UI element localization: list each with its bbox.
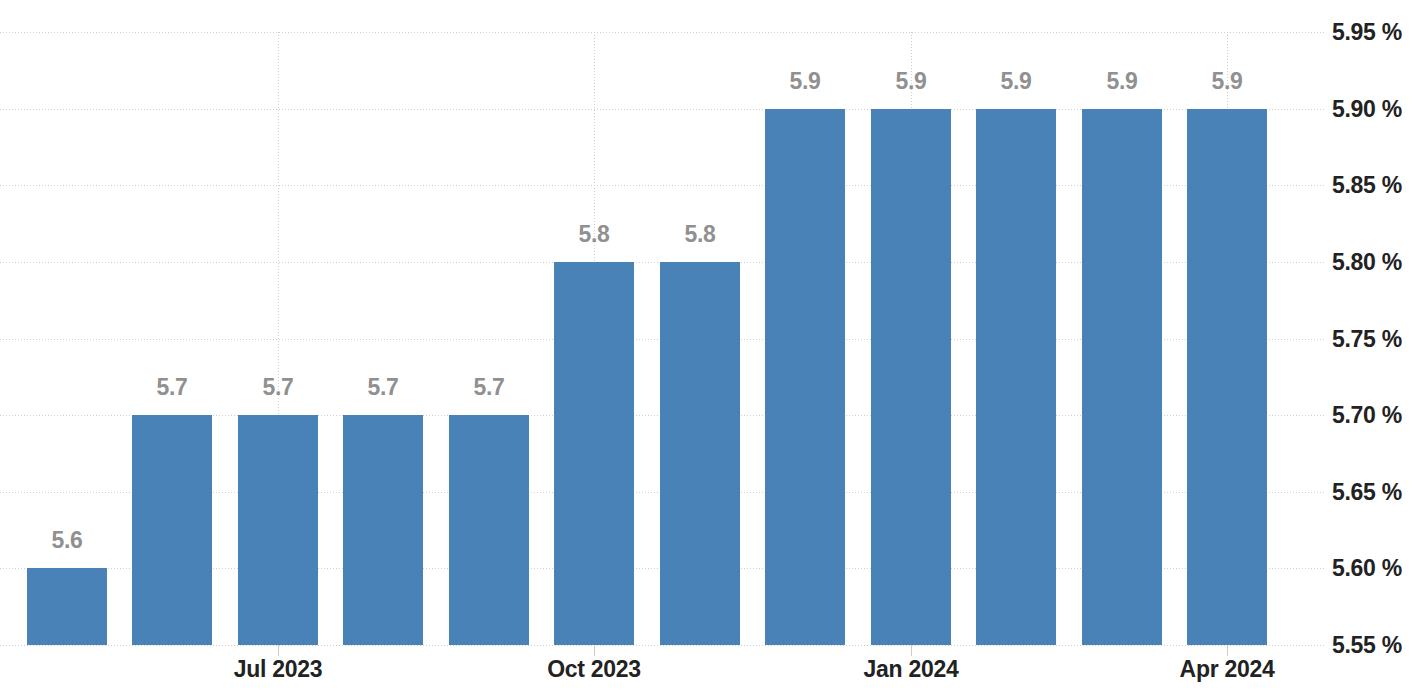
bar-value-label: 5.9: [745, 69, 865, 93]
x-axis-tick: [1227, 645, 1228, 656]
bar[interactable]: [449, 415, 529, 645]
y-axis-tick-label: 5.95 %: [1332, 19, 1402, 45]
bar[interactable]: [554, 262, 634, 645]
plot-area[interactable]: 5.95 %5.90 %5.85 %5.80 %5.75 %5.70 %5.65…: [0, 0, 1422, 700]
y-axis-tick-label: 5.65 %: [1332, 479, 1402, 505]
x-axis-tick: [911, 645, 912, 656]
h-gridline: [0, 645, 1325, 646]
bar-value-label: 5.8: [640, 222, 760, 246]
bar[interactable]: [1187, 109, 1267, 645]
bar-value-label: 5.6: [7, 528, 127, 552]
y-axis-tick-label: 5.90 %: [1332, 96, 1402, 122]
bar-chart: 5.95 %5.90 %5.85 %5.80 %5.75 %5.70 %5.65…: [0, 0, 1422, 700]
x-axis-tick-label: Oct 2023: [494, 656, 694, 682]
y-axis-tick-label: 5.70 %: [1332, 402, 1402, 428]
bar[interactable]: [1082, 109, 1162, 645]
bar[interactable]: [765, 109, 845, 645]
bar-value-label: 5.8: [534, 222, 654, 246]
bar-value-label: 5.7: [429, 375, 549, 399]
x-axis-tick-label: Jul 2023: [178, 656, 378, 682]
y-axis-tick-label: 5.55 %: [1332, 632, 1402, 658]
y-axis-tick-label: 5.85 %: [1332, 172, 1402, 198]
bar-value-label: 5.7: [218, 375, 338, 399]
y-axis-tick-label: 5.75 %: [1332, 326, 1402, 352]
bar[interactable]: [27, 568, 107, 645]
bar-value-label: 5.9: [1167, 69, 1287, 93]
x-axis-tick-label: Jan 2024: [811, 656, 1011, 682]
bar[interactable]: [976, 109, 1056, 645]
bar[interactable]: [343, 415, 423, 645]
x-axis-tick: [594, 645, 595, 656]
y-axis-tick-label: 5.80 %: [1332, 249, 1402, 275]
x-axis-tick-label: Apr 2024: [1127, 656, 1327, 682]
bar[interactable]: [132, 415, 212, 645]
bar[interactable]: [238, 415, 318, 645]
h-gridline: [0, 32, 1325, 33]
bar-value-label: 5.9: [1062, 69, 1182, 93]
bar[interactable]: [871, 109, 951, 645]
y-axis-tick-label: 5.60 %: [1332, 555, 1402, 581]
bar-value-label: 5.7: [323, 375, 443, 399]
x-axis-tick: [278, 645, 279, 656]
bar[interactable]: [660, 262, 740, 645]
bar-value-label: 5.9: [956, 69, 1076, 93]
bar-value-label: 5.7: [112, 375, 232, 399]
bar-value-label: 5.9: [851, 69, 971, 93]
